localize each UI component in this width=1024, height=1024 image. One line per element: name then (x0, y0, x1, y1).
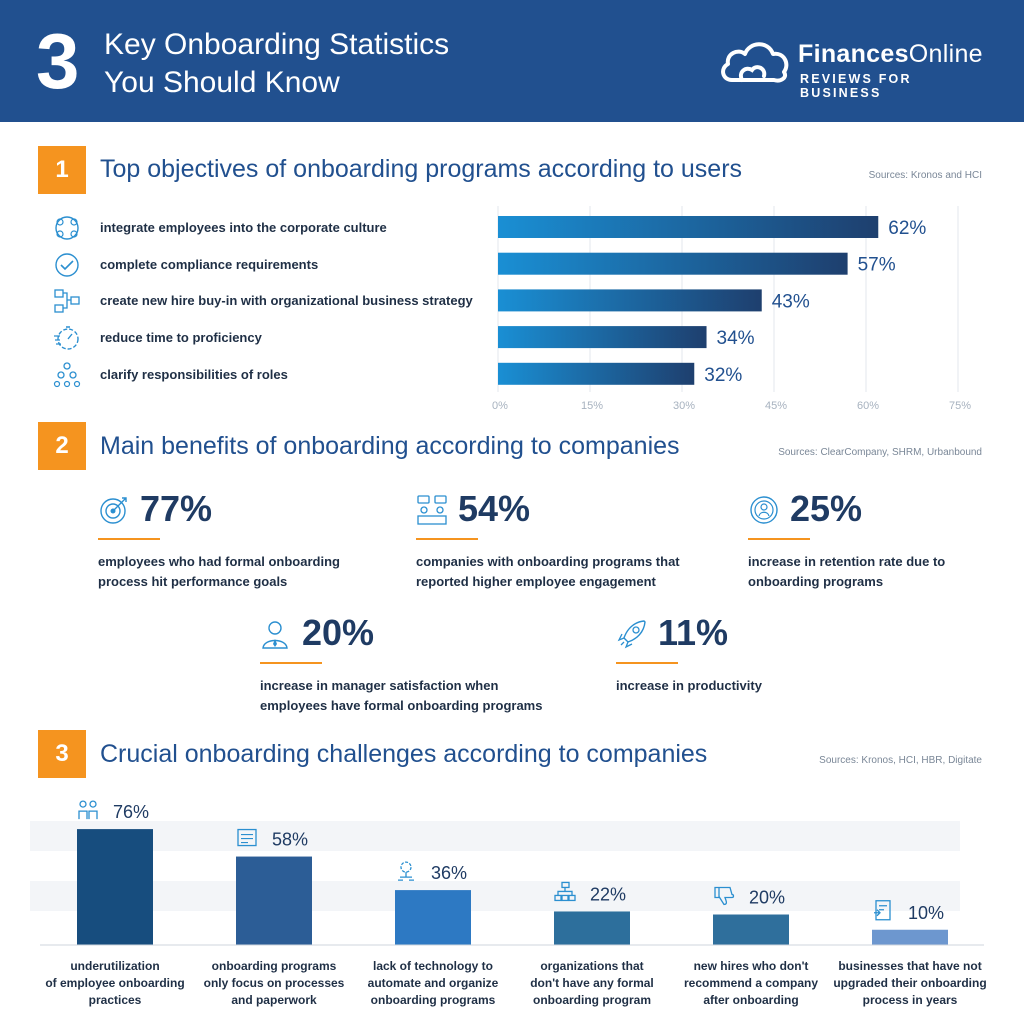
stat-description: increase in retention rate due to onboard… (748, 554, 946, 589)
stat-description: employees who had formal onboarding proce… (98, 554, 340, 589)
objective-row: clarify responsibilities of roles (52, 360, 492, 390)
stat-underline (98, 538, 160, 540)
section-2-number: 2 (38, 422, 86, 470)
page-title: Key Onboarding Statistics You Should Kno… (104, 26, 449, 102)
objective-row: create new hire buy-in with organization… (52, 286, 492, 316)
bar (498, 362, 695, 385)
x-tick-label: 0% (492, 400, 508, 412)
header-banner: 3 Key Onboarding Statistics You Should K… (0, 0, 1024, 122)
stat-underline (416, 538, 478, 540)
header-number: 3 (36, 17, 80, 105)
paperwork-icon (237, 828, 257, 847)
objective-row: reduce time to proficiency (52, 323, 492, 353)
background-band (30, 881, 960, 911)
stat-value: 77% (140, 488, 213, 529)
data-label: 62% (888, 218, 926, 239)
stat-description: companies with onboarding programs that r… (416, 554, 680, 589)
section-1-title: Top objectives of onboarding programs ac… (100, 155, 743, 183)
stat-value: 11% (658, 612, 729, 653)
data-label: 20% (749, 888, 785, 908)
bar (554, 911, 630, 945)
org-chart-icon (554, 881, 576, 902)
brand-name: FinancesOnline (798, 40, 983, 68)
automation-icon (398, 861, 414, 881)
bar (498, 252, 848, 275)
challenges-bar-chart: 76% 58% 36% 22% 20% 10% (30, 800, 984, 946)
brand-tagline: REVIEWS FOR BUSINESS (800, 72, 912, 100)
rocket-icon (617, 620, 646, 649)
title-line-1: Key Onboarding Statistics (104, 28, 450, 61)
section-3-source: Sources: Kronos, HCI, HBR, Digitate (819, 755, 982, 766)
title-line-2: You Should Know (104, 66, 340, 99)
bar (498, 326, 707, 349)
category-label: businesses that have not upgraded their o… (833, 959, 987, 1007)
target-icon (100, 497, 127, 524)
thumbs-down-icon (714, 886, 735, 906)
background-band (30, 821, 960, 851)
stat-description: increase in manager satisfaction when emp… (260, 678, 543, 713)
document-upgrade-icon (874, 900, 891, 921)
bar (713, 914, 789, 945)
data-label: 34% (717, 328, 755, 349)
data-label: 57% (858, 255, 896, 276)
data-label: 36% (431, 863, 467, 883)
bar (236, 856, 312, 945)
bar (395, 890, 471, 945)
data-label: 22% (590, 884, 626, 904)
section-3-number: 3 (38, 730, 86, 778)
checkmark-icon (55, 253, 79, 277)
category-label: organizations that don't have any formal o… (530, 959, 654, 1007)
objective-label: integrate employees into the corporate c… (100, 220, 387, 235)
bar (872, 929, 948, 945)
stopwatch-icon (54, 326, 79, 350)
data-label: 76% (113, 802, 149, 822)
people-icon (78, 800, 98, 820)
data-label: 32% (704, 365, 742, 386)
section-1-source: Sources: Kronos and HCI (868, 170, 982, 181)
stat-value: 54% (458, 488, 531, 529)
category-label: new hires who don't recommend a company af… (683, 959, 819, 1007)
stat-underline (616, 662, 678, 664)
culture-icon (55, 216, 79, 240)
bar (498, 216, 879, 238)
stat-value: 20% (302, 612, 375, 653)
category-label: onboarding programs only focus on process… (203, 959, 345, 1007)
objective-label: clarify responsibilities of roles (100, 367, 288, 382)
objective-label: reduce time to proficiency (100, 330, 262, 345)
stat-underline (748, 538, 810, 540)
objective-row: complete compliance requirements (52, 250, 492, 280)
data-label: 43% (772, 291, 810, 312)
category-label: underutilization of employee onboarding pr… (45, 959, 185, 1007)
section-1-number: 1 (38, 146, 86, 194)
x-tick-label: 45% (765, 400, 787, 412)
strategy-icon (54, 289, 80, 313)
x-tick-label: 15% (581, 400, 603, 412)
bar (77, 829, 153, 945)
x-tick-label: 60% (857, 400, 879, 412)
objective-label: create new hire buy-in with organization… (100, 293, 473, 308)
category-label: lack of technology to automate and organi… (367, 959, 499, 1007)
bar (498, 289, 762, 312)
stat-value: 25% (790, 488, 863, 529)
section-3-title: Crucial onboarding challenges according … (100, 740, 708, 768)
data-label: 10% (908, 903, 944, 923)
objective-label: complete compliance requirements (100, 257, 319, 272)
stat-underline (260, 662, 322, 664)
cloud-logo-icon (721, 42, 789, 83)
data-label: 58% (272, 830, 308, 850)
manager-icon (262, 621, 288, 649)
hierarchy-icon (53, 362, 81, 388)
brand-logo: FinancesOnline REVIEWS FOR BUSINESS (718, 38, 998, 100)
stat-description: increase in productivity (616, 678, 762, 693)
x-tick-label: 30% (673, 400, 695, 412)
section-2-source: Sources: ClearCompany, SHRM, Urbanbound (778, 447, 982, 458)
employee-badge-icon (750, 496, 778, 524)
objective-row: integrate employees into the corporate c… (52, 213, 492, 243)
team-chat-icon (417, 495, 447, 525)
section-2-title: Main benefits of onboarding according to… (100, 432, 680, 460)
objectives-bar-chart: 0% 15% 30% 45% 60% 75% 62% 57% 43% 34% 32% (492, 206, 971, 412)
x-tick-label: 75% (949, 400, 971, 412)
